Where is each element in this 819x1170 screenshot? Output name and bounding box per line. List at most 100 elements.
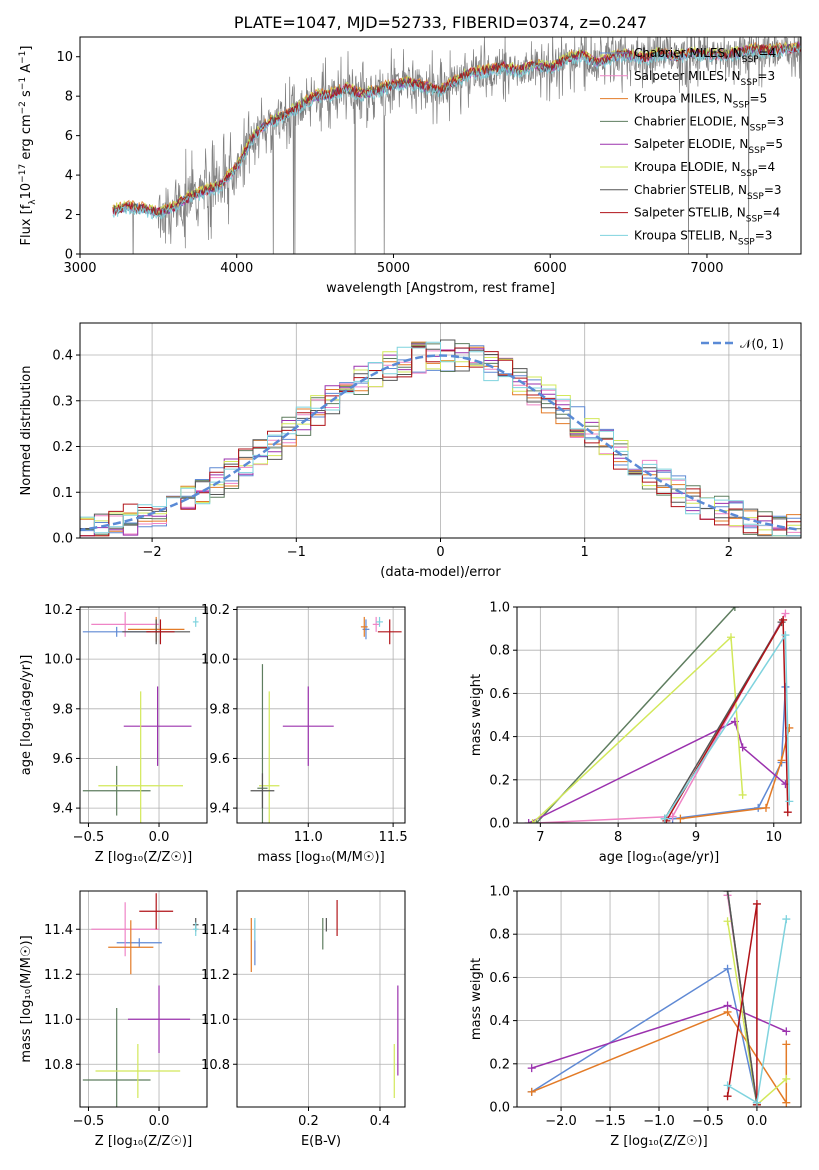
- y-tick-label: 0.0: [489, 1101, 510, 1116]
- x-tick-label: −0.5: [692, 1114, 724, 1129]
- axes-frame: [79, 36, 802, 255]
- axes-frame: [516, 890, 802, 1108]
- y-axis-label-part: −2: [18, 101, 28, 114]
- legend-label-suffix: =4: [757, 160, 775, 174]
- weight-marker: [524, 819, 533, 823]
- y-tick-label: 1.0: [489, 601, 510, 616]
- legend-label-sub: SSP: [747, 192, 764, 202]
- y-tick-label: 4: [65, 169, 73, 184]
- y-tick-label: 0.2: [52, 440, 73, 455]
- x-axis-label: Z [log₁₀(Z/Z☉)]: [95, 1134, 192, 1149]
- legend-label-suffix: =3: [764, 183, 782, 197]
- y-tick-label: 1.0: [489, 885, 510, 900]
- x-tick-label: 11.0: [294, 830, 323, 845]
- y-tick-label: 0.6: [489, 971, 510, 986]
- weight-marker: [761, 803, 770, 812]
- x-tick-label: −1.0: [643, 1114, 675, 1129]
- x-tick-label: 0.0: [149, 830, 170, 845]
- y-tick-label: 10.0: [44, 653, 73, 668]
- weight-marker: [785, 723, 794, 732]
- x-tick-label: 0.4: [370, 1114, 391, 1129]
- normal-curve: [80, 354, 801, 532]
- y-tick-label: 10: [56, 50, 73, 65]
- legend-label-suffix: =3: [766, 114, 784, 128]
- y-tick-label: 0.2: [489, 1057, 510, 1072]
- weight-marker: [527, 1087, 536, 1096]
- x-axis-label: Z [log₁₀(Z/Z☉)]: [95, 850, 192, 865]
- y-tick-label: 9.6: [52, 752, 73, 767]
- weight-marker: [738, 743, 747, 752]
- legend-label-name: Salpeter MILES, N: [634, 69, 741, 83]
- axes-frame: [516, 606, 802, 824]
- weight-marker: [660, 814, 669, 823]
- plot-area: [517, 607, 801, 823]
- plot-area: [80, 323, 801, 538]
- y-tick-label: 0.8: [489, 928, 510, 943]
- legend-label: Kroupa STELIB, NSSP=3: [634, 228, 772, 247]
- weight-marker: [726, 633, 735, 642]
- weight-marker: [723, 1001, 732, 1010]
- legend-label-name: Chabrier ELODIE, N: [634, 114, 750, 128]
- plot-area: [237, 607, 405, 823]
- legend-label-sub: SSP: [746, 215, 763, 225]
- weight-marker: [781, 780, 790, 789]
- y-tick-label: 9.8: [209, 702, 230, 717]
- legend-label-sub: SSP: [741, 169, 758, 179]
- y-tick-label: 0.8: [489, 644, 510, 659]
- y-axis-label: Flux [fλ10−17 erg cm−2 s−1 A−1]: [18, 46, 38, 246]
- x-tick-label: 5000: [377, 261, 410, 276]
- y-tick-label: 10.2: [201, 603, 230, 618]
- y-tick-label: 9.8: [52, 702, 73, 717]
- x-tick-label: −0.5: [73, 1114, 105, 1129]
- weight-marker: [785, 797, 794, 806]
- y-axis-label-part: Flux [f: [19, 204, 34, 245]
- legend-label-sub: SSP: [733, 101, 750, 111]
- legend-label: Chabrier MILES, NSSP=4: [634, 46, 776, 65]
- legend-label-sub: SSP: [742, 55, 759, 65]
- weight-marker: [782, 1027, 791, 1036]
- y-tick-label: 11.4: [44, 923, 73, 938]
- y-tick-label: 2: [65, 208, 73, 223]
- weight-marker: [752, 899, 761, 908]
- x-tick-label: 9: [692, 830, 700, 845]
- x-axis-label: (data-model)/error: [380, 565, 501, 580]
- x-tick-label: 0.2: [298, 1114, 319, 1129]
- y-tick-label: 11.0: [44, 1013, 73, 1028]
- y-tick-label: 0.6: [489, 687, 510, 702]
- chart-title: PLATE=1047, MJD=52733, FIBERID=0374, z=0…: [234, 13, 647, 32]
- plot-area: [112, 37, 801, 254]
- axes-frame: [79, 322, 802, 539]
- weight-marker: [782, 915, 791, 924]
- weight-line: [535, 607, 736, 823]
- plot-area: [517, 891, 801, 1107]
- axes-frame: [79, 890, 208, 1108]
- x-tick-label: 8: [614, 830, 622, 845]
- y-tick-label: 0.1: [52, 486, 73, 501]
- legend-label: Chabrier STELIB, NSSP=3: [634, 183, 782, 202]
- weight-marker: [723, 1092, 732, 1101]
- y-tick-label: 9.4: [209, 802, 230, 817]
- x-tick-label: 0.0: [149, 1114, 170, 1129]
- panel-spectrum: 3000 4000 5000 6000 7000 0 2 4 6 8 10 wavelength [A…: [18, 13, 802, 296]
- legend-label-name: Salpeter STELIB, N: [634, 206, 746, 220]
- residual-histogram: [80, 341, 801, 537]
- weight-marker: [777, 756, 786, 765]
- weight-marker: [782, 1074, 791, 1083]
- legend-label: Kroupa MILES, NSSP=5: [634, 92, 767, 111]
- weight-marker: [781, 609, 790, 618]
- x-axis-label: wavelength [Angstrom, rest frame]: [326, 281, 555, 296]
- y-axis-label: age [log₁₀(age/yr)]: [19, 655, 34, 776]
- axes-frame: [236, 890, 406, 1108]
- x-tick-label: 3000: [63, 261, 96, 276]
- plot-area: [80, 891, 207, 1107]
- x-tick-label: 0.0: [747, 1114, 768, 1129]
- weight-marker: [676, 814, 685, 823]
- y-tick-label: 0.2: [489, 773, 510, 788]
- panel-age_vs_Z: −0.5 0.0 9.4 9.6 9.8 10.0 10.2 Z [log₁₀(Z/Z☉)] a…: [19, 603, 208, 865]
- plot-area: [237, 891, 405, 1107]
- model-spectrum: [112, 43, 801, 217]
- y-axis-label-part: −1: [18, 77, 28, 90]
- x-tick-label: 11.5: [379, 830, 408, 845]
- x-tick-label: −1: [287, 545, 306, 560]
